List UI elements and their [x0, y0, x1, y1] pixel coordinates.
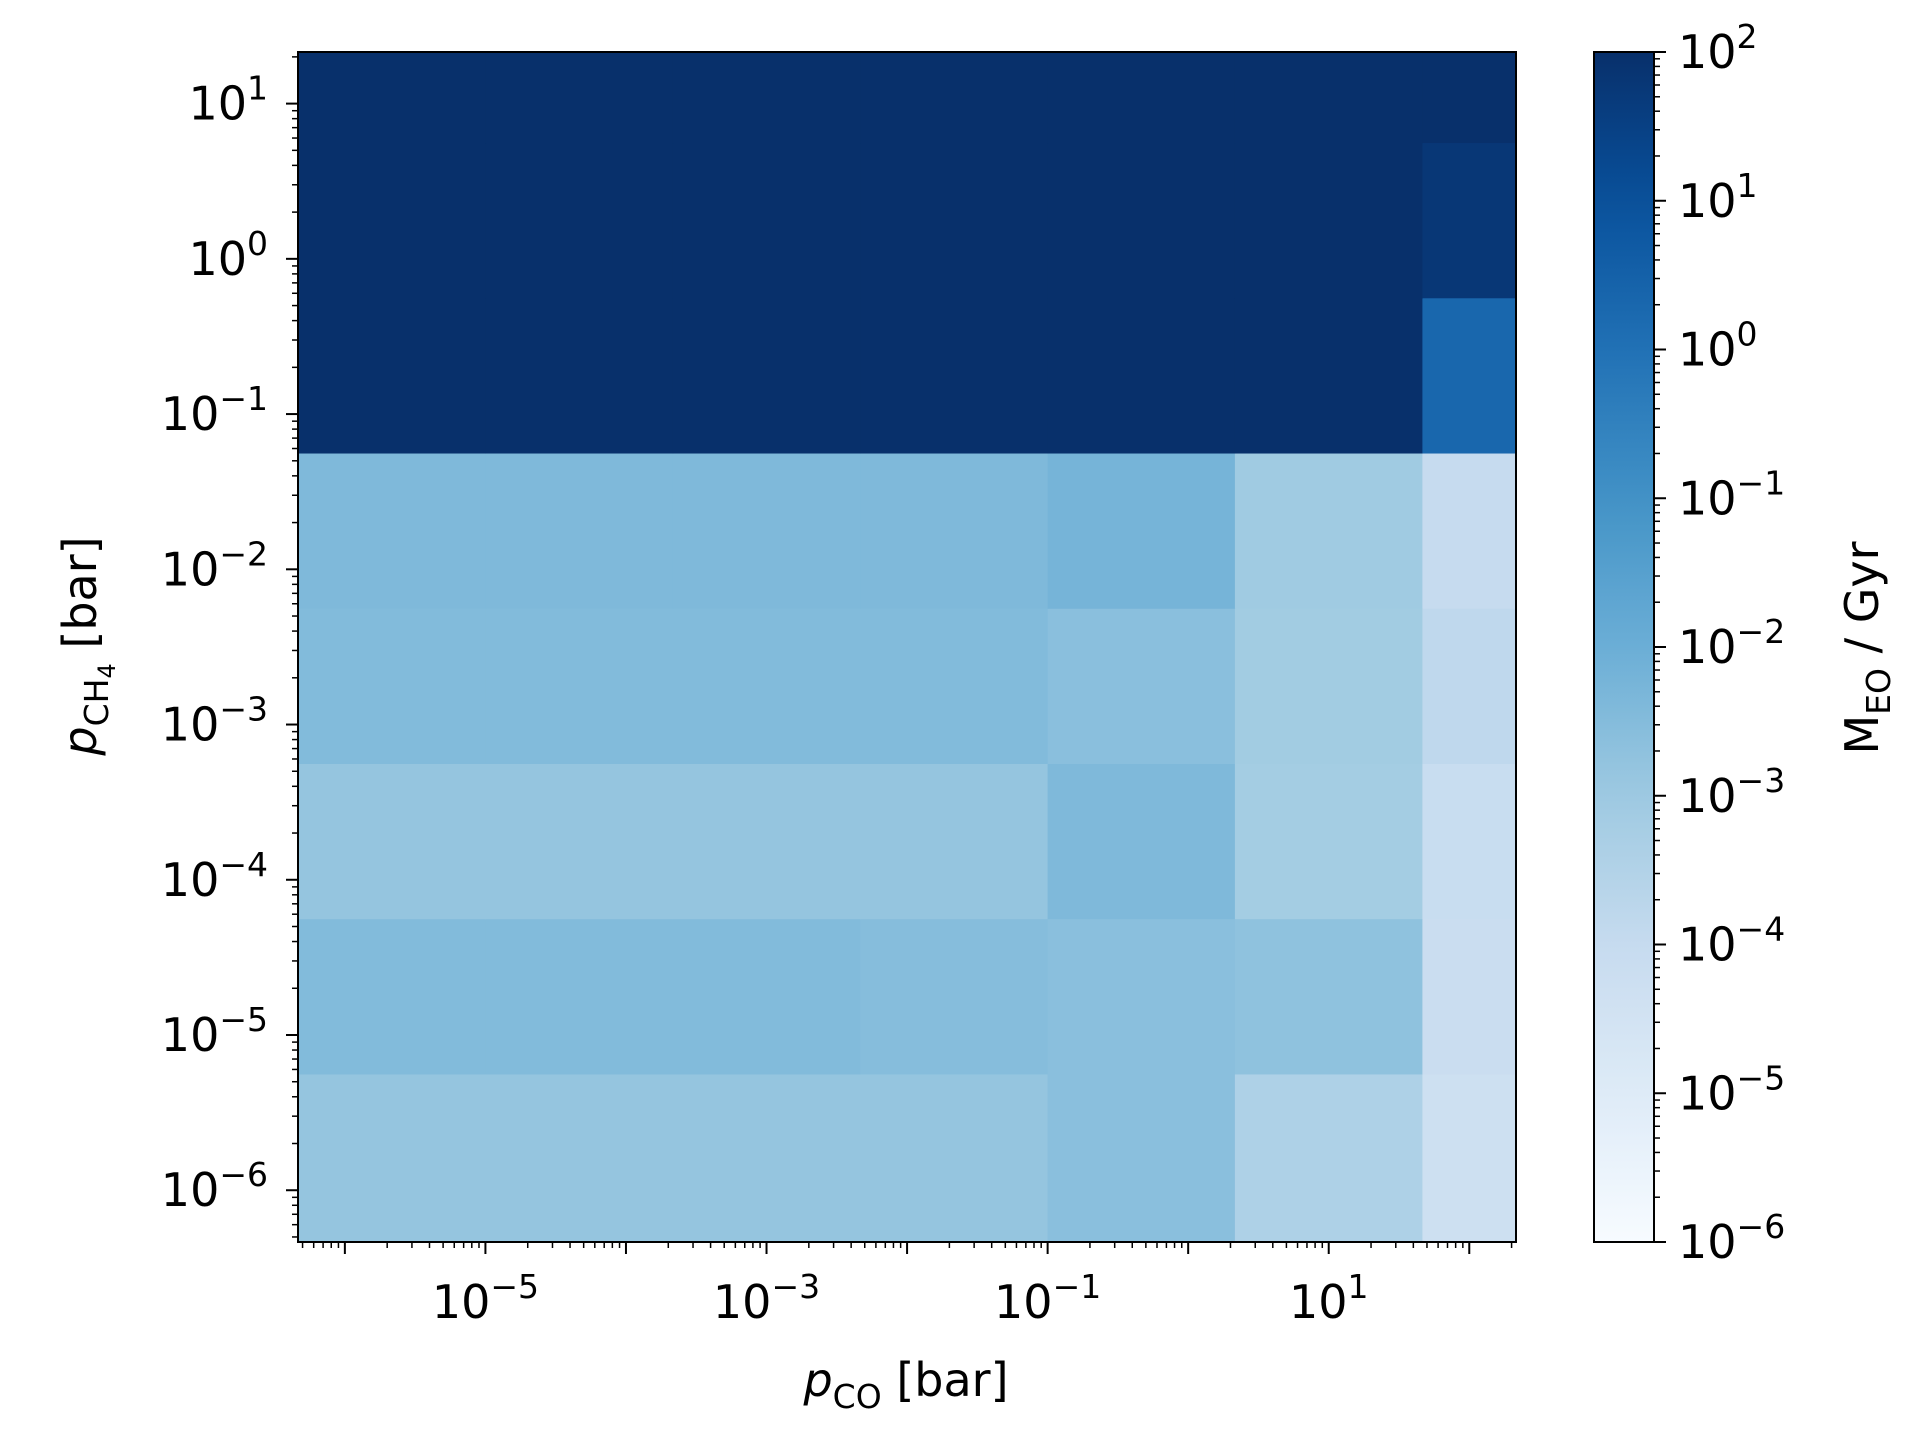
heatmap-cell [1234, 142, 1424, 299]
colorbar-tick-label: 10−2 [1678, 612, 1785, 674]
heatmap-cell [1422, 1073, 1517, 1243]
colorbar-tick-label: 101 [1678, 166, 1758, 228]
x-tick-label: 10−3 [713, 1267, 820, 1329]
heatmap-cell [1047, 297, 1236, 454]
x-tick-label: 10−5 [432, 1267, 539, 1329]
heatmap-cell [672, 297, 861, 454]
heatmap-cell [860, 763, 1049, 920]
heatmap-cell [1047, 608, 1236, 764]
heatmap-cell [298, 142, 487, 299]
colorbar-tick-label: 10−5 [1678, 1058, 1785, 1120]
colorbar-tick-label: 102 [1678, 17, 1758, 79]
heatmap-cell [1047, 452, 1236, 609]
y-tick-label: 10−4 [161, 845, 268, 907]
heatmap-cell [1047, 52, 1236, 144]
x-tick-label: 10−1 [994, 1267, 1101, 1329]
heatmap-cell [298, 763, 487, 920]
heatmap-cell [1422, 918, 1517, 1075]
heatmap-cell [1234, 763, 1424, 920]
heatmap-cell [298, 452, 487, 609]
colorbar [1593, 51, 1655, 1243]
x-tick-label: 101 [1289, 1267, 1369, 1329]
x-axis-label: pCO [bar] [802, 1353, 1008, 1416]
heatmap-cell [860, 1073, 1049, 1243]
heatmap-cell [860, 918, 1049, 1075]
y-axis: 10−6 10−5 10−4 10−3 10−2 10−1 100 101 [161, 56, 298, 1238]
heatmap-cell [298, 918, 487, 1075]
heatmap-cell [672, 52, 861, 144]
y-tick-label: 101 [188, 69, 268, 131]
heatmap-cell [485, 763, 674, 920]
heatmap-cells [298, 52, 1517, 1243]
colorbar-tick-label: 10−6 [1678, 1207, 1785, 1269]
heatmap-cell [860, 608, 1049, 764]
heatmap-cell [298, 297, 487, 454]
y-tick-label: 10−2 [161, 534, 268, 596]
heatmap-cell [298, 52, 487, 144]
heatmap-cell [485, 142, 674, 299]
colorbar-tick-label: 10−1 [1678, 463, 1785, 525]
colorbar-axis: 102 101 100 10−1 10−2 10−3 10−4 10−5 10−6 [1654, 17, 1785, 1269]
heatmap-cell [672, 452, 861, 609]
colorbar-tick-label: 10−3 [1678, 761, 1785, 823]
heatmap-cell [860, 452, 1049, 609]
heatmap-cell [1047, 763, 1236, 920]
heatmap-cell [672, 1073, 861, 1243]
heatmap-cell [1422, 52, 1517, 144]
x-axis: 10−5 10−3 10−1 101 [301, 1242, 1513, 1329]
heatmap-cell [672, 763, 861, 920]
heatmap-cell [860, 52, 1049, 144]
heatmap-cell [1422, 608, 1517, 764]
heatmap-cell [1422, 763, 1517, 920]
heatmap-cell [1422, 452, 1517, 609]
heatmap-cell [1234, 452, 1424, 609]
colorbar-label: MEO / Gyr [1835, 541, 1898, 754]
heatmap-cell [1234, 918, 1424, 1075]
heatmap-cell [1234, 1073, 1424, 1243]
heatmap-cell [1047, 1073, 1236, 1243]
y-tick-label: 10−3 [161, 690, 268, 752]
heatmap-cell [1422, 297, 1517, 454]
heatmap-cell [672, 142, 861, 299]
heatmap-cell [1234, 297, 1424, 454]
heatmap-cell [860, 142, 1049, 299]
heatmap-cell [485, 52, 674, 144]
heatmap-cell [1234, 52, 1424, 144]
y-tick-label: 10−6 [161, 1155, 268, 1217]
y-axis-label: pCH4 [bar] [53, 536, 121, 756]
y-tick-label: 100 [188, 224, 268, 286]
colorbar-tick-label: 10−4 [1678, 910, 1785, 972]
heatmap-cell [485, 608, 674, 764]
heatmap-cell [485, 1073, 674, 1243]
y-tick-label: 10−1 [161, 379, 268, 441]
heatmap-cell [672, 918, 861, 1075]
y-tick-label: 10−5 [161, 1000, 268, 1062]
heatmap-cell [860, 297, 1049, 454]
heatmap-cell [298, 608, 487, 764]
heatmap-cell [1047, 918, 1236, 1075]
heatmap-cell [485, 918, 674, 1075]
heatmap-cell [1422, 142, 1517, 299]
heatmap-cell [298, 1073, 487, 1243]
heatmap-cell [672, 608, 861, 764]
heatmap-cell [485, 297, 674, 454]
heatmap-cell [1047, 142, 1236, 299]
heatmap-cell [1234, 608, 1424, 764]
colorbar-tick-label: 100 [1678, 315, 1758, 377]
heatmap-cell [485, 452, 674, 609]
